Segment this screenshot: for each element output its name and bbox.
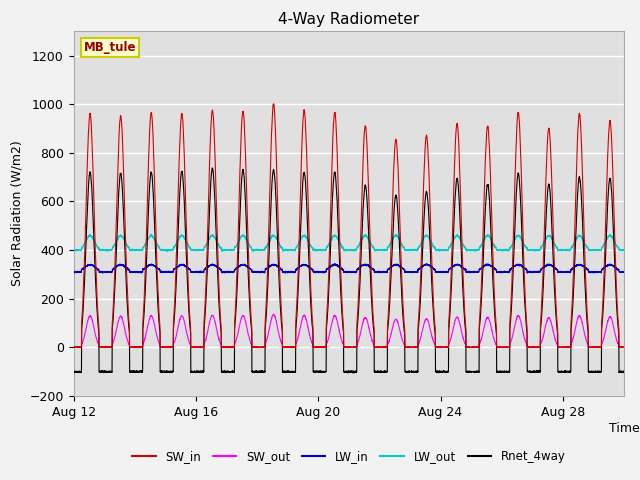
Title: 4-Way Radiometer: 4-Way Radiometer [278,12,419,27]
X-axis label: Time: Time [609,421,639,434]
Legend: SW_in, SW_out, LW_in, LW_out, Rnet_4way: SW_in, SW_out, LW_in, LW_out, Rnet_4way [127,445,570,468]
Text: MB_tule: MB_tule [83,41,136,54]
Y-axis label: Solar Radiation (W/m2): Solar Radiation (W/m2) [11,141,24,287]
